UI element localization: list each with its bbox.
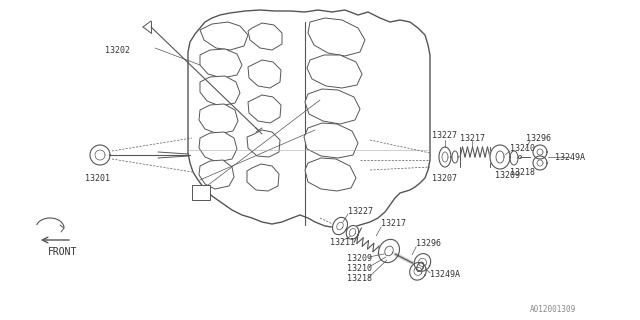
Text: 13207: 13207: [432, 173, 457, 182]
Polygon shape: [188, 10, 430, 228]
Polygon shape: [346, 226, 358, 239]
Polygon shape: [518, 156, 522, 158]
Polygon shape: [90, 145, 110, 165]
Polygon shape: [537, 160, 543, 166]
Text: 13218: 13218: [510, 167, 535, 177]
Text: 13217: 13217: [381, 220, 406, 228]
Polygon shape: [192, 185, 210, 200]
Polygon shape: [247, 130, 280, 157]
Polygon shape: [95, 150, 105, 160]
Text: 13227: 13227: [348, 206, 373, 215]
Polygon shape: [308, 18, 365, 56]
Polygon shape: [439, 147, 451, 167]
Polygon shape: [417, 262, 424, 271]
Polygon shape: [200, 22, 248, 50]
Text: 13249A: 13249A: [555, 153, 585, 162]
Polygon shape: [410, 262, 426, 280]
Text: 13210: 13210: [347, 264, 372, 274]
Text: 13249A: 13249A: [430, 270, 460, 279]
Text: 13210: 13210: [510, 143, 535, 153]
Polygon shape: [533, 156, 547, 170]
Text: FRONT: FRONT: [48, 247, 77, 257]
Text: 13217: 13217: [460, 133, 485, 142]
Polygon shape: [305, 158, 356, 191]
Text: 13296: 13296: [526, 133, 551, 142]
Polygon shape: [199, 104, 238, 134]
Polygon shape: [379, 239, 399, 263]
Text: 13218: 13218: [347, 275, 372, 284]
Polygon shape: [248, 95, 281, 123]
Polygon shape: [414, 254, 431, 271]
Polygon shape: [200, 76, 240, 106]
Text: 13227: 13227: [432, 131, 457, 140]
Polygon shape: [510, 151, 518, 165]
Text: 13209: 13209: [495, 171, 520, 180]
Polygon shape: [199, 160, 234, 189]
Polygon shape: [304, 123, 358, 158]
Polygon shape: [533, 145, 547, 159]
Text: A012001309: A012001309: [530, 306, 576, 315]
Polygon shape: [248, 60, 281, 88]
Text: 13201: 13201: [85, 173, 110, 182]
Polygon shape: [247, 164, 279, 191]
Text: 13202: 13202: [105, 45, 130, 54]
Polygon shape: [452, 151, 458, 163]
Polygon shape: [307, 55, 362, 88]
Text: 13211: 13211: [330, 238, 355, 247]
Text: 13296: 13296: [416, 239, 441, 248]
Polygon shape: [537, 149, 543, 155]
Text: 13209: 13209: [347, 254, 372, 263]
Polygon shape: [333, 217, 348, 235]
Polygon shape: [200, 49, 242, 78]
Polygon shape: [490, 145, 510, 169]
Polygon shape: [199, 132, 237, 162]
Polygon shape: [305, 89, 360, 124]
Polygon shape: [248, 23, 282, 50]
